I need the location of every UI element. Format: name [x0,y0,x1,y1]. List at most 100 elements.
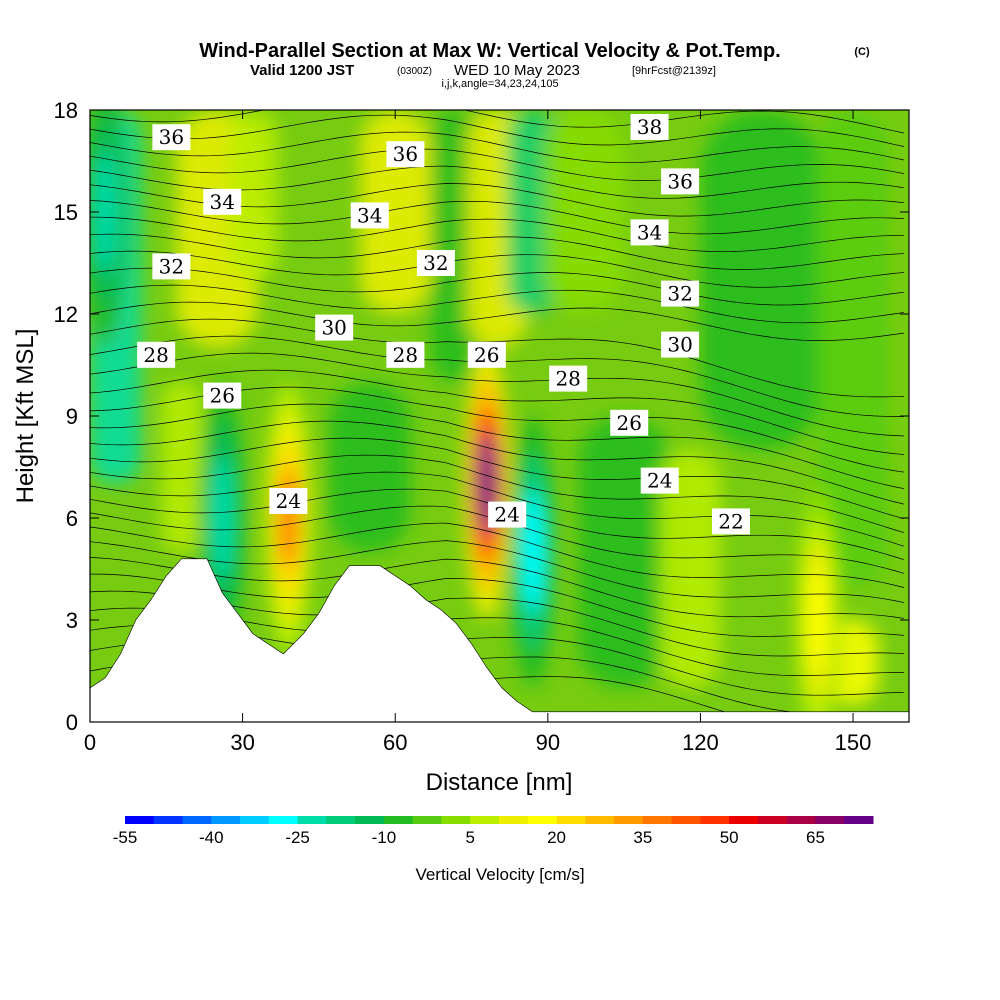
x-tick-label: 30 [230,730,254,755]
contour-label-box [640,467,679,494]
contour-label-value: 22 [718,509,743,533]
colorbar-swatch [527,816,558,824]
contour-label: 28 [386,341,425,368]
contour-label: 36 [661,168,700,195]
contour-label-box [488,501,527,528]
contour-label-value: 32 [667,282,692,306]
theta-contour-line [90,110,904,134]
contour-label-value: 36 [393,142,418,166]
y-tick-label: 18 [54,98,78,123]
contour-label-box [467,341,506,368]
contour-label-box [386,341,425,368]
contour-label: 24 [640,467,679,494]
colorbar-swatch [268,816,299,824]
updraft-core [807,567,827,673]
contour-label-value: 28 [555,367,580,391]
theta-contour-line [90,352,904,437]
colorbar-swatch [671,816,701,824]
colorbar-swatch [757,816,788,824]
contour-label-box [315,314,354,341]
colorbar-tick-label: -40 [199,828,224,847]
theta-contour-line [90,403,904,489]
colorbar-label: Vertical Velocity [cm/s] [415,865,584,884]
theta-contour-line [90,573,904,637]
svg-text:[9hrFcst@2139z]: [9hrFcst@2139z] [632,65,716,77]
contour-label-value: 36 [667,169,692,193]
contour-label-box [203,188,242,215]
y-axis-label: Height [Kft MSL] [12,329,39,504]
y-tick-label: 6 [66,506,78,531]
contour-label-value: 26 [616,411,641,435]
contour-label: 30 [315,314,354,341]
contour-label-box [269,488,308,514]
colorbar-swatch [412,816,442,824]
contour-label: 36 [152,124,191,151]
colorbar-swatch [585,816,615,824]
contour-label: 24 [269,488,308,514]
contour-label: 32 [661,280,700,307]
contour-label-box [137,341,176,368]
svg-text:Valid 1200 JST: Valid 1200 JST [250,62,354,79]
colorbar [125,816,874,824]
x-axis-label: Distance [nm] [426,769,573,796]
downdraft-core [521,490,544,614]
contour-label: 28 [137,341,176,368]
chart-title: Wind-Parallel Section at Max W: Vertical… [199,40,780,62]
contour-label-value: 26 [210,384,235,408]
y-tick-label: 0 [66,710,78,735]
theta-contour-line [90,216,904,253]
colorbar-swatch [470,816,500,824]
contour-label-box [661,280,700,307]
colorbar-swatch [297,816,327,824]
theta-contour-line [90,148,904,181]
colorbar-swatch [556,816,586,824]
theta-contour-line [90,267,904,306]
colorbar-tick-label: 35 [633,828,652,847]
copyright-mark: (C) [854,46,870,58]
colorbar-swatch [786,816,816,824]
contour-label: 22 [711,508,750,535]
contour-label-box [610,409,649,436]
theta-contour-line [90,131,904,164]
colorbar-tick-label: 20 [547,828,566,847]
contour-label-box [152,124,191,151]
theta-contour-line [90,437,904,520]
theta-contour-line [90,301,904,341]
theta-contour-line [90,540,904,603]
x-tick-label: 150 [835,730,872,755]
theta-contour-line [90,420,904,505]
x-tick-label: 60 [383,730,407,755]
contour-label: 26 [203,382,242,409]
subtitle-valid: Valid 1200 JST (0300Z) WED 10 May 2023 [… [250,62,716,79]
colorbar-swatch [182,816,212,824]
colorbar-swatch [153,816,184,824]
y-tick-label: 9 [66,404,78,429]
contour-label-value: 26 [474,343,499,367]
velocity-streak [659,450,721,688]
theta-contour-line [90,233,904,270]
contour-label: 28 [549,365,588,392]
contour-label: 24 [488,501,527,528]
colorbar-swatch [700,816,730,824]
colorbar-tick-label: 65 [806,828,825,847]
theta-contour-line [90,318,904,398]
velocity-streak [817,110,889,586]
contour-label-value: 32 [423,251,448,275]
contour-label-box [350,202,389,229]
contour-label-value: 30 [667,333,692,357]
colorbar-swatch [240,816,270,824]
terrain-mask [90,558,909,722]
colorbar-tick-label: 5 [465,828,474,847]
x-tick-label: 120 [682,730,719,755]
colorbar-swatch [383,816,414,824]
contour-label-box [203,382,242,409]
contour-label: 32 [416,250,455,276]
contour-label: 26 [610,409,649,436]
contour-label-box [630,114,669,140]
colorbar-swatch [211,816,241,824]
velocity-streak [700,110,823,450]
theta-contour-line [90,250,904,288]
y-tick-label: 15 [54,200,78,225]
colorbar-swatch [729,816,759,824]
